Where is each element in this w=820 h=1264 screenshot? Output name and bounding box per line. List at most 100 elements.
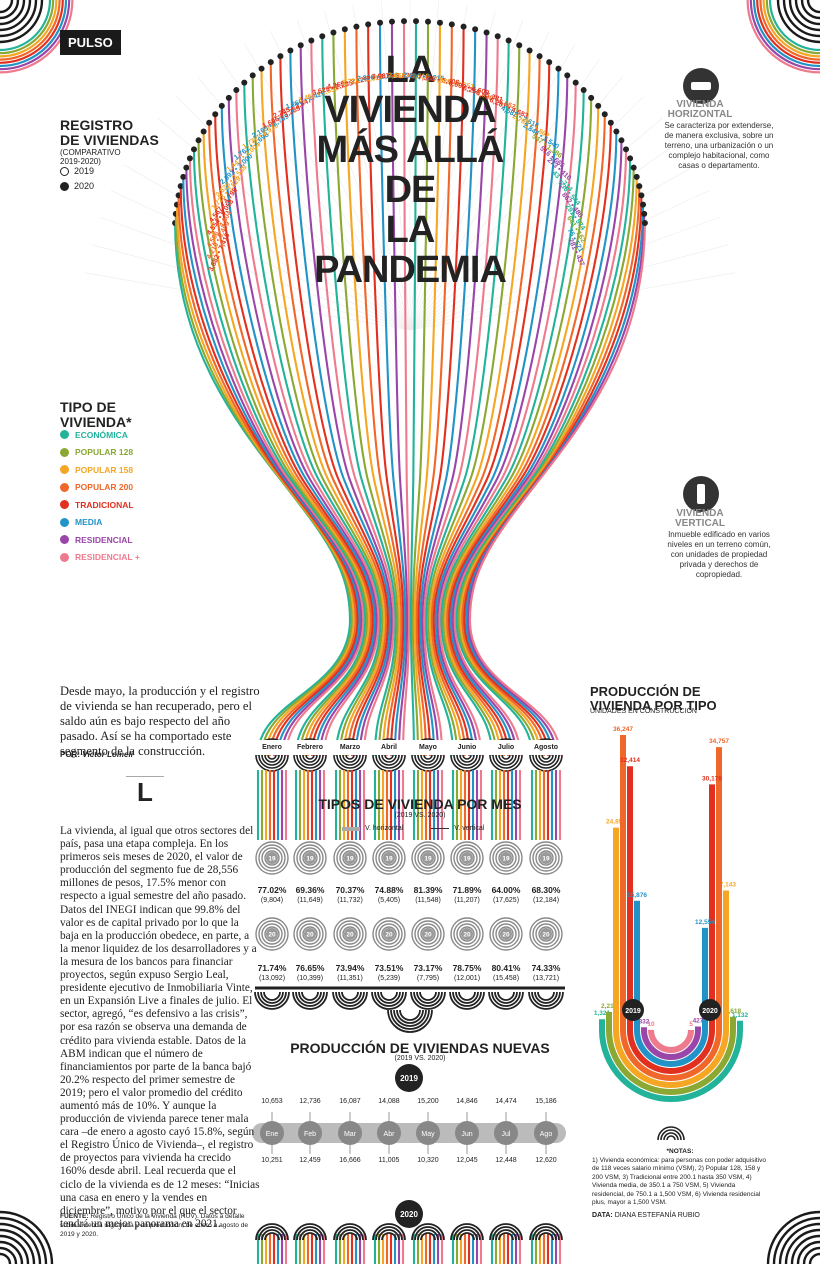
tipo-vivienda-legend: ECONÓMICA POPULAR 128 POPULAR 158 POPULAR 2… xyxy=(60,426,140,566)
pct-2020: 80.41% xyxy=(491,963,521,973)
svg-text:19: 19 xyxy=(268,856,276,863)
month-label: Junio xyxy=(457,744,477,751)
color-dot-icon xyxy=(60,500,69,510)
prod-value-2020: 17,143 xyxy=(716,881,736,888)
tipos-mes-title: TIPOS DE VIVIENDA POR MES xyxy=(318,796,522,812)
total-2019: (12,184) xyxy=(532,897,560,904)
nuevas-value-2020: 12,620 xyxy=(535,1157,557,1164)
registro-subtitle-line: (COMPARATIVO xyxy=(60,148,121,157)
pct-2020: 76.65% xyxy=(295,963,325,973)
total-2020: (15,458) xyxy=(492,975,520,982)
tipos-mes-subtitle: (2019 VS. 2020) xyxy=(394,812,446,819)
pct-2020: 71.74% xyxy=(257,963,287,973)
nuevas-value-2020: 10,320 xyxy=(417,1157,439,1164)
tipo-legend-label: MEDIA xyxy=(75,517,103,528)
svg-text:20: 20 xyxy=(542,932,550,939)
body-text: La vivienda, al igual que otros sectores… xyxy=(60,825,260,1230)
nuevas-value-2019: 14,088 xyxy=(378,1098,400,1105)
total-2019: (5,405) xyxy=(377,897,401,904)
prod-value-2020: 12,554 xyxy=(695,919,715,926)
notes-text: 1) Vivienda económica: para personas con… xyxy=(592,1156,767,1207)
registro-title-line: REGISTRO xyxy=(60,117,134,133)
thin-line-icon xyxy=(431,828,450,829)
nuevas-value-2019: 12,736 xyxy=(299,1098,321,1105)
color-dot-icon xyxy=(60,430,69,440)
registro-subtitle-line: 2019-2020) xyxy=(60,157,101,166)
nuevas-value-2020: 12,045 xyxy=(456,1157,478,1164)
registro-title: REGISTRO DE VIVIENDAS xyxy=(60,118,180,148)
prod-value-2019: 24,859 xyxy=(606,819,626,826)
total-2019: (11,207) xyxy=(454,897,480,904)
nuevas-value-2019: 15,200 xyxy=(417,1098,439,1105)
horizontal-house-icon xyxy=(683,68,719,104)
total-2020: (10,399) xyxy=(296,975,324,982)
pct-2020: 74.33% xyxy=(531,963,561,973)
color-dot-icon xyxy=(60,517,69,527)
pct-2020: 78.75% xyxy=(452,963,482,973)
nuevas-value-2020: 12,448 xyxy=(495,1157,517,1164)
legend-2019-label: 2019 xyxy=(74,166,95,176)
month-label: Febrero xyxy=(296,744,324,751)
svg-text:19: 19 xyxy=(424,856,432,863)
svg-text:20: 20 xyxy=(306,932,314,939)
nuevas-value-2019: 10,653 xyxy=(261,1098,283,1105)
total-2020: (5,239) xyxy=(377,975,401,982)
color-dot-icon xyxy=(60,552,69,562)
nuevas-value-2019: 15,186 xyxy=(535,1098,557,1105)
pct-2019: 64.00% xyxy=(491,885,521,895)
tipo-title-line: VIVIENDA* xyxy=(60,414,132,430)
nuevas-value-2019: 16,087 xyxy=(339,1098,361,1105)
tipo-legend-item: POPULAR 158 xyxy=(60,461,140,479)
pct-2019: 74.88% xyxy=(374,885,404,895)
color-dot-icon xyxy=(60,535,69,545)
total-2019: (11,732) xyxy=(337,897,363,904)
fuente: FUENTE: Registro Único de la Vivienda (R… xyxy=(60,1212,260,1239)
nuevas-month-abbr: May xyxy=(421,1131,435,1138)
nuevas-value-2020: 11,005 xyxy=(378,1157,400,1164)
vv-title-line: VERTICAL xyxy=(675,518,725,529)
tipo-legend-item: RESIDENCIAL + xyxy=(60,549,140,567)
produccion-tipo-subtitle: UNIDADES EN CONSTRUCCIÓN xyxy=(590,708,697,715)
nuevas-month-abbr: Feb xyxy=(304,1131,316,1138)
tipo-legend-item: MEDIA xyxy=(60,514,140,532)
fuente-label: FUENTE: xyxy=(60,1213,89,1220)
svg-text:19: 19 xyxy=(542,856,550,863)
total-2020: (13,721) xyxy=(532,975,560,982)
vivienda-vertical-title: VIVIENDA VERTICAL xyxy=(640,509,760,529)
registro-subtitle: (COMPARATIVO 2019-2020) xyxy=(60,148,180,166)
tipo-legend-label: POPULAR 200 xyxy=(75,482,134,493)
svg-text:19: 19 xyxy=(346,856,354,863)
total-2019: (11,548) xyxy=(415,897,441,904)
pct-2019: 69.36% xyxy=(295,885,325,895)
prod-value-2019: 10 xyxy=(647,1021,655,1028)
prod-value-2019: 15,876 xyxy=(627,892,647,899)
vivienda-horizontal-text: Se caracteriza por extenderse, de manera… xyxy=(664,121,774,170)
prod-bar-u xyxy=(627,766,715,1074)
vertical-building-icon xyxy=(683,476,719,512)
nuevas-value-2020: 10,251 xyxy=(261,1157,283,1164)
month-label: Enero xyxy=(262,744,282,751)
byline-name: Víctor Lomelí xyxy=(82,750,133,759)
prod-bar-u xyxy=(599,1019,743,1102)
tipo-legend-label: RESIDENCIAL xyxy=(75,534,133,545)
prod-value-2020: 34,757 xyxy=(709,738,729,745)
byline-label: POR: xyxy=(60,750,80,759)
nuevas-month-abbr: Jun xyxy=(461,1131,472,1138)
svg-text:20: 20 xyxy=(268,932,276,939)
tipo-legend-label: POPULAR 158 xyxy=(75,464,134,475)
prod-bar-u xyxy=(613,827,729,1088)
registro-title-line: DE VIVIENDAS xyxy=(60,132,159,148)
svg-text:19: 19 xyxy=(385,856,393,863)
title-line: VIVIENDA xyxy=(324,89,496,131)
legend-horizontal: V. horizontal xyxy=(342,825,403,832)
month-label: Agosto xyxy=(533,744,559,751)
svg-text:2020: 2020 xyxy=(400,1210,418,1219)
svg-text:20: 20 xyxy=(385,932,393,939)
notes: *NOTAS: 1) Vivienda económica: para pers… xyxy=(592,1148,768,1208)
vivienda-horizontal-title: VIVIENDA HORIZONTAL xyxy=(640,100,760,120)
svg-text:20: 20 xyxy=(463,932,471,939)
total-2020: (11,351) xyxy=(337,975,363,982)
total-2019: (11,649) xyxy=(297,897,323,904)
tipo-legend-label: POPULAR 128 xyxy=(75,447,134,458)
